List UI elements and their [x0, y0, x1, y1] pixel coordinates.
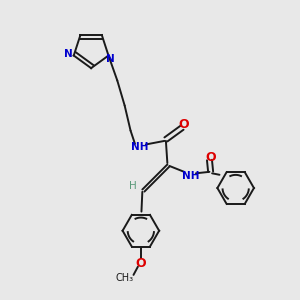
Text: O: O — [178, 118, 189, 131]
Text: NH: NH — [182, 171, 200, 181]
Text: O: O — [205, 151, 216, 164]
Text: N: N — [64, 49, 73, 59]
Text: N: N — [106, 54, 114, 64]
Text: H: H — [129, 181, 137, 191]
Text: O: O — [136, 256, 146, 270]
Text: NH: NH — [130, 142, 148, 152]
Text: CH₃: CH₃ — [116, 273, 134, 283]
